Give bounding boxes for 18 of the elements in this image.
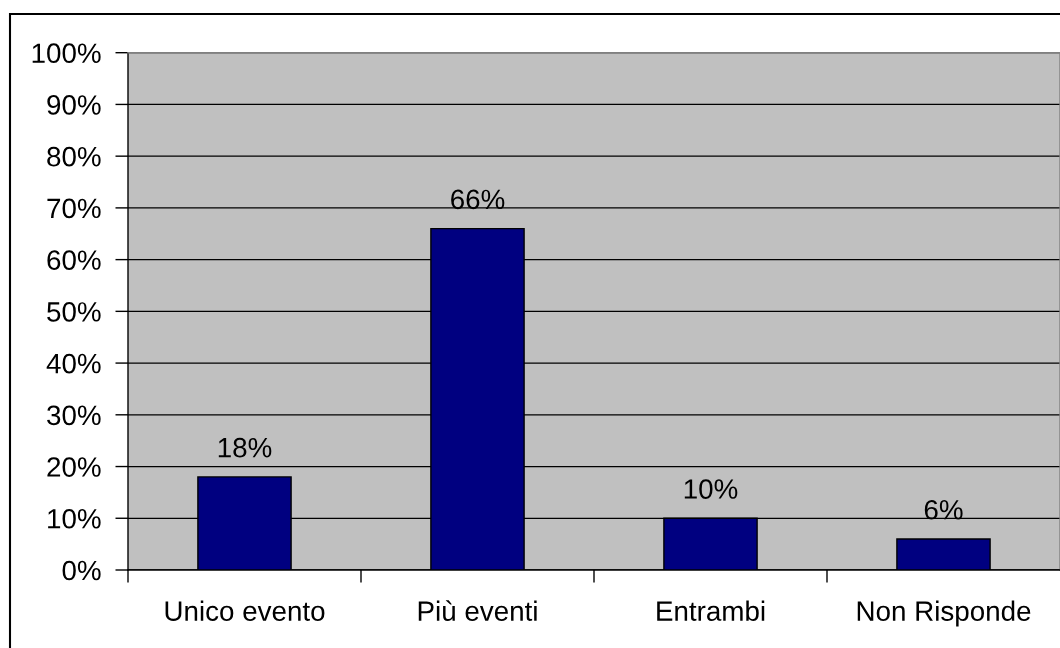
y-tick-label: 80% xyxy=(47,146,101,167)
y-tick-label: 30% xyxy=(47,405,101,426)
y-tick-label: 0% xyxy=(62,560,101,581)
y-tick-label: 60% xyxy=(47,250,101,270)
y-tick-label: 70% xyxy=(47,198,101,219)
data-label: 18% xyxy=(218,437,272,458)
y-tick-label: 40% xyxy=(46,353,101,374)
data-label: 66% xyxy=(451,189,505,210)
x-tick-label: Più eventi xyxy=(418,600,537,621)
y-tick-label: 50% xyxy=(47,302,101,322)
y-tick-label: 10% xyxy=(48,508,101,529)
y-tick-label: 90% xyxy=(47,95,101,115)
y-tick-label: 100% xyxy=(32,43,101,64)
data-label: 10% xyxy=(684,479,738,499)
y-tick-label: 20% xyxy=(47,457,101,477)
x-tick-label: Non Risponde xyxy=(857,600,1031,627)
x-tick-label: Unico evento xyxy=(165,600,325,621)
x-tick-label: Entrambi xyxy=(657,600,765,621)
